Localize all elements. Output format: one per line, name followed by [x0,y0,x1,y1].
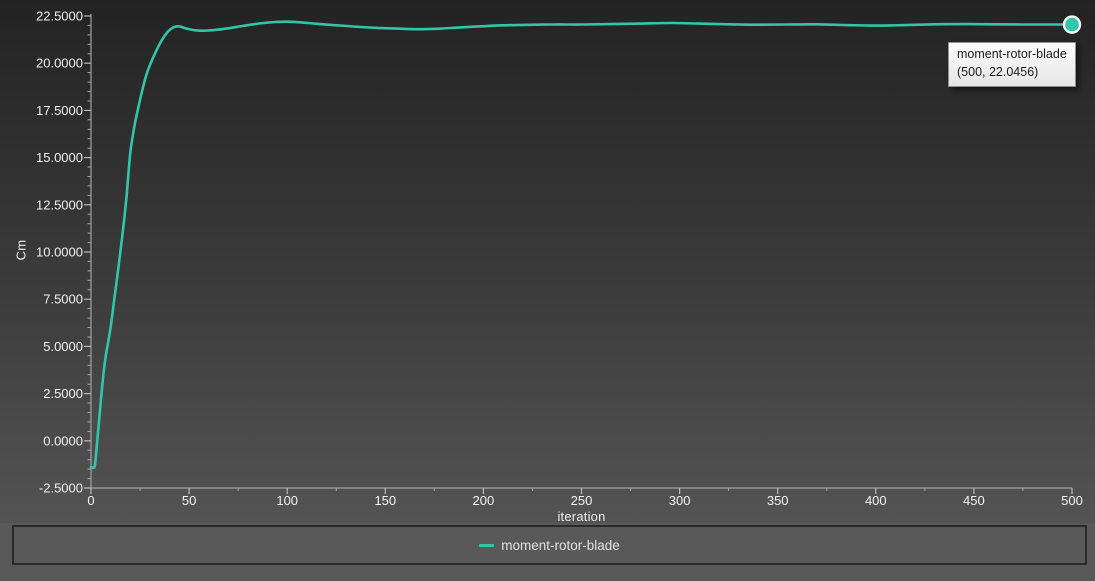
x-tick-label: 400 [865,493,887,508]
x-tick-label: 150 [374,493,396,508]
y-tick-label: 2.5000 [43,386,83,401]
plot-canvas: -2.5000 0.0000 2.5000 5.0000 7.5000 10.0000 12… [36,9,1083,509]
series-curve[interactable] [89,20,1074,470]
point-tooltip: moment-rotor-blade (500, 22.0456) [948,42,1076,87]
y-tick-label: 0.0000 [43,433,83,448]
y-tick-label: 5.0000 [43,339,83,354]
plot-background: -2.5000 0.0000 2.5000 5.0000 7.5000 10.0000 12… [0,0,1095,524]
x-tick-label: 300 [669,493,691,508]
endpoint-marker[interactable] [1062,15,1082,34]
y-tick-label: 20.0000 [36,56,83,71]
tooltip-point-value: (500, 22.0456) [957,64,1039,79]
y-tick-label: 12.5000 [36,197,83,212]
legend-band: moment-rotor-blade [0,523,1095,581]
y-tick-label: 22.5000 [36,9,83,24]
y-tick-label: -2.5000 [39,481,83,496]
x-tick-label: 100 [276,493,298,508]
legend-line-sample-icon [479,543,495,547]
x-tick-label: 450 [963,493,985,508]
x-tick-label: 0 [87,493,94,508]
legend-series-label: moment-rotor-blade [501,537,620,553]
y-tick-label: 15.0000 [36,150,83,165]
x-tick-label: 200 [473,493,495,508]
x-tick-label: 500 [1061,493,1083,508]
y-tick-label: 7.5000 [43,292,83,307]
y-tick-label: 17.5000 [36,103,83,118]
x-axis-title: iteration [557,509,606,524]
x-tick-label: 250 [571,493,593,508]
y-tick-label: 10.0000 [36,245,83,260]
legend-box[interactable]: moment-rotor-blade [12,525,1087,565]
tooltip-series-name: moment-rotor-blade [957,47,1067,61]
x-tick-label: 350 [767,493,789,508]
y-axis-title: Cm [13,239,29,261]
axis-lines [90,14,1072,489]
x-tick-label: 50 [182,493,196,508]
